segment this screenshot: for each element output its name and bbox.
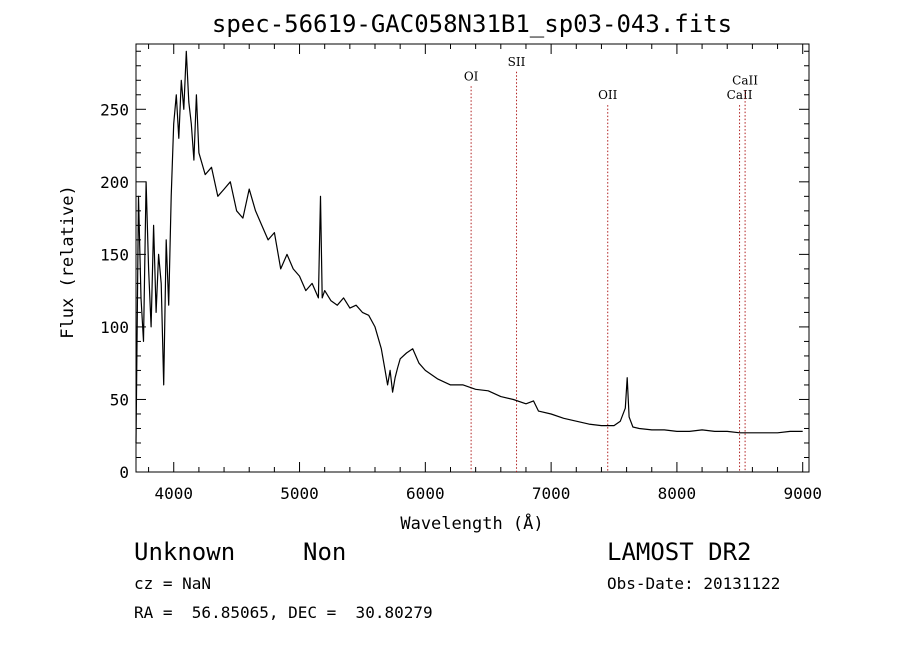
spectrum-series-line xyxy=(135,50,803,444)
x-tick-label: 6000 xyxy=(406,484,445,503)
y-tick-label: 100 xyxy=(100,318,129,337)
y-axis-ticks: 0 50 100 150 200 250 xyxy=(100,50,809,482)
x-tick-label: 4000 xyxy=(154,484,193,503)
line-marker-label: OI xyxy=(464,69,479,83)
survey-label: LAMOST DR2 xyxy=(607,538,752,566)
line-marker-label: SII xyxy=(508,55,526,69)
x-axis-ticks: 4000 5000 6000 7000 8000 9000 xyxy=(148,44,822,503)
y-tick-label: 150 xyxy=(100,245,129,264)
x-tick-label: 7000 xyxy=(532,484,571,503)
y-tick-label: 250 xyxy=(100,100,129,119)
line-marker-label: CaII xyxy=(732,74,758,88)
plot-frame xyxy=(135,43,810,473)
y-tick-label: 200 xyxy=(100,173,129,192)
observation-date: Obs-Date: 20131122 xyxy=(607,574,781,593)
line-marker-label: CaII xyxy=(727,88,753,102)
x-tick-label: 5000 xyxy=(280,484,319,503)
x-axis-label: Wavelength (Å) xyxy=(400,512,543,534)
x-tick-label: 8000 xyxy=(658,484,697,503)
x-tick-label: 9000 xyxy=(783,484,822,503)
chart-title: spec-56619-GAC058N31B1_sp03-043.fits xyxy=(212,10,732,38)
y-axis-label: Flux (relative) xyxy=(58,185,78,339)
y-tick-label: 0 xyxy=(119,463,129,482)
redshift-cz: cz = NaN xyxy=(134,574,212,593)
coordinates: RA = 56.85065, DEC = 30.80279 xyxy=(134,603,433,622)
object-subclass: Non xyxy=(303,538,347,566)
line-marker-label: OII xyxy=(598,88,618,102)
object-class: Unknown xyxy=(134,538,236,566)
y-tick-label: 50 xyxy=(110,390,129,409)
